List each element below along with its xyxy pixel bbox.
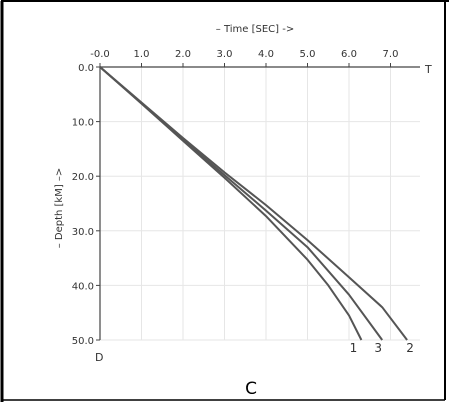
figure-border bbox=[0, 0, 449, 402]
series-line-3 bbox=[99, 66, 384, 341]
figure-caption: C bbox=[245, 379, 257, 399]
y-tick-label: 0.0 bbox=[78, 63, 94, 74]
series-line-1 bbox=[99, 66, 363, 341]
x-tick-label: 6.0 bbox=[341, 49, 357, 60]
series-label-2: 2 bbox=[406, 341, 414, 355]
y-tick-label: 10.0 bbox=[72, 118, 94, 129]
y-tick-label: 30.0 bbox=[72, 227, 94, 238]
x-tick-label: 2.0 bbox=[175, 49, 191, 60]
grid bbox=[100, 67, 420, 341]
tick-labels: -0.0 1.0 2.0 3.0 4.0 5.0 6.0 7.0 0.0 10.0 20.0 30.0… bbox=[72, 49, 399, 347]
x-axis-title: – Time [SEC] -> bbox=[216, 24, 294, 35]
x-axis-end-label: T bbox=[424, 63, 432, 76]
x-tick-label: 1.0 bbox=[134, 49, 150, 60]
series-labels: 1 3 2 bbox=[350, 341, 414, 355]
x-tick-label: 4.0 bbox=[258, 49, 274, 60]
y-tick-label: 20.0 bbox=[72, 172, 94, 183]
x-tick-label: -0.0 bbox=[90, 49, 110, 60]
y-tick-label: 40.0 bbox=[72, 281, 94, 292]
x-tick-label: 3.0 bbox=[217, 49, 233, 60]
y-axis-title: – Depth [kM] –> bbox=[54, 168, 65, 249]
x-tick-label: 7.0 bbox=[383, 49, 399, 60]
series-label-1: 1 bbox=[350, 341, 358, 355]
series-lines bbox=[99, 66, 408, 341]
axes bbox=[96, 63, 420, 341]
series-line-2 bbox=[99, 66, 408, 341]
y-tick-label: 50.0 bbox=[72, 336, 94, 347]
series-label-3: 3 bbox=[374, 341, 382, 355]
y-axis-end-label: D bbox=[95, 351, 103, 364]
x-tick-label: 5.0 bbox=[300, 49, 316, 60]
